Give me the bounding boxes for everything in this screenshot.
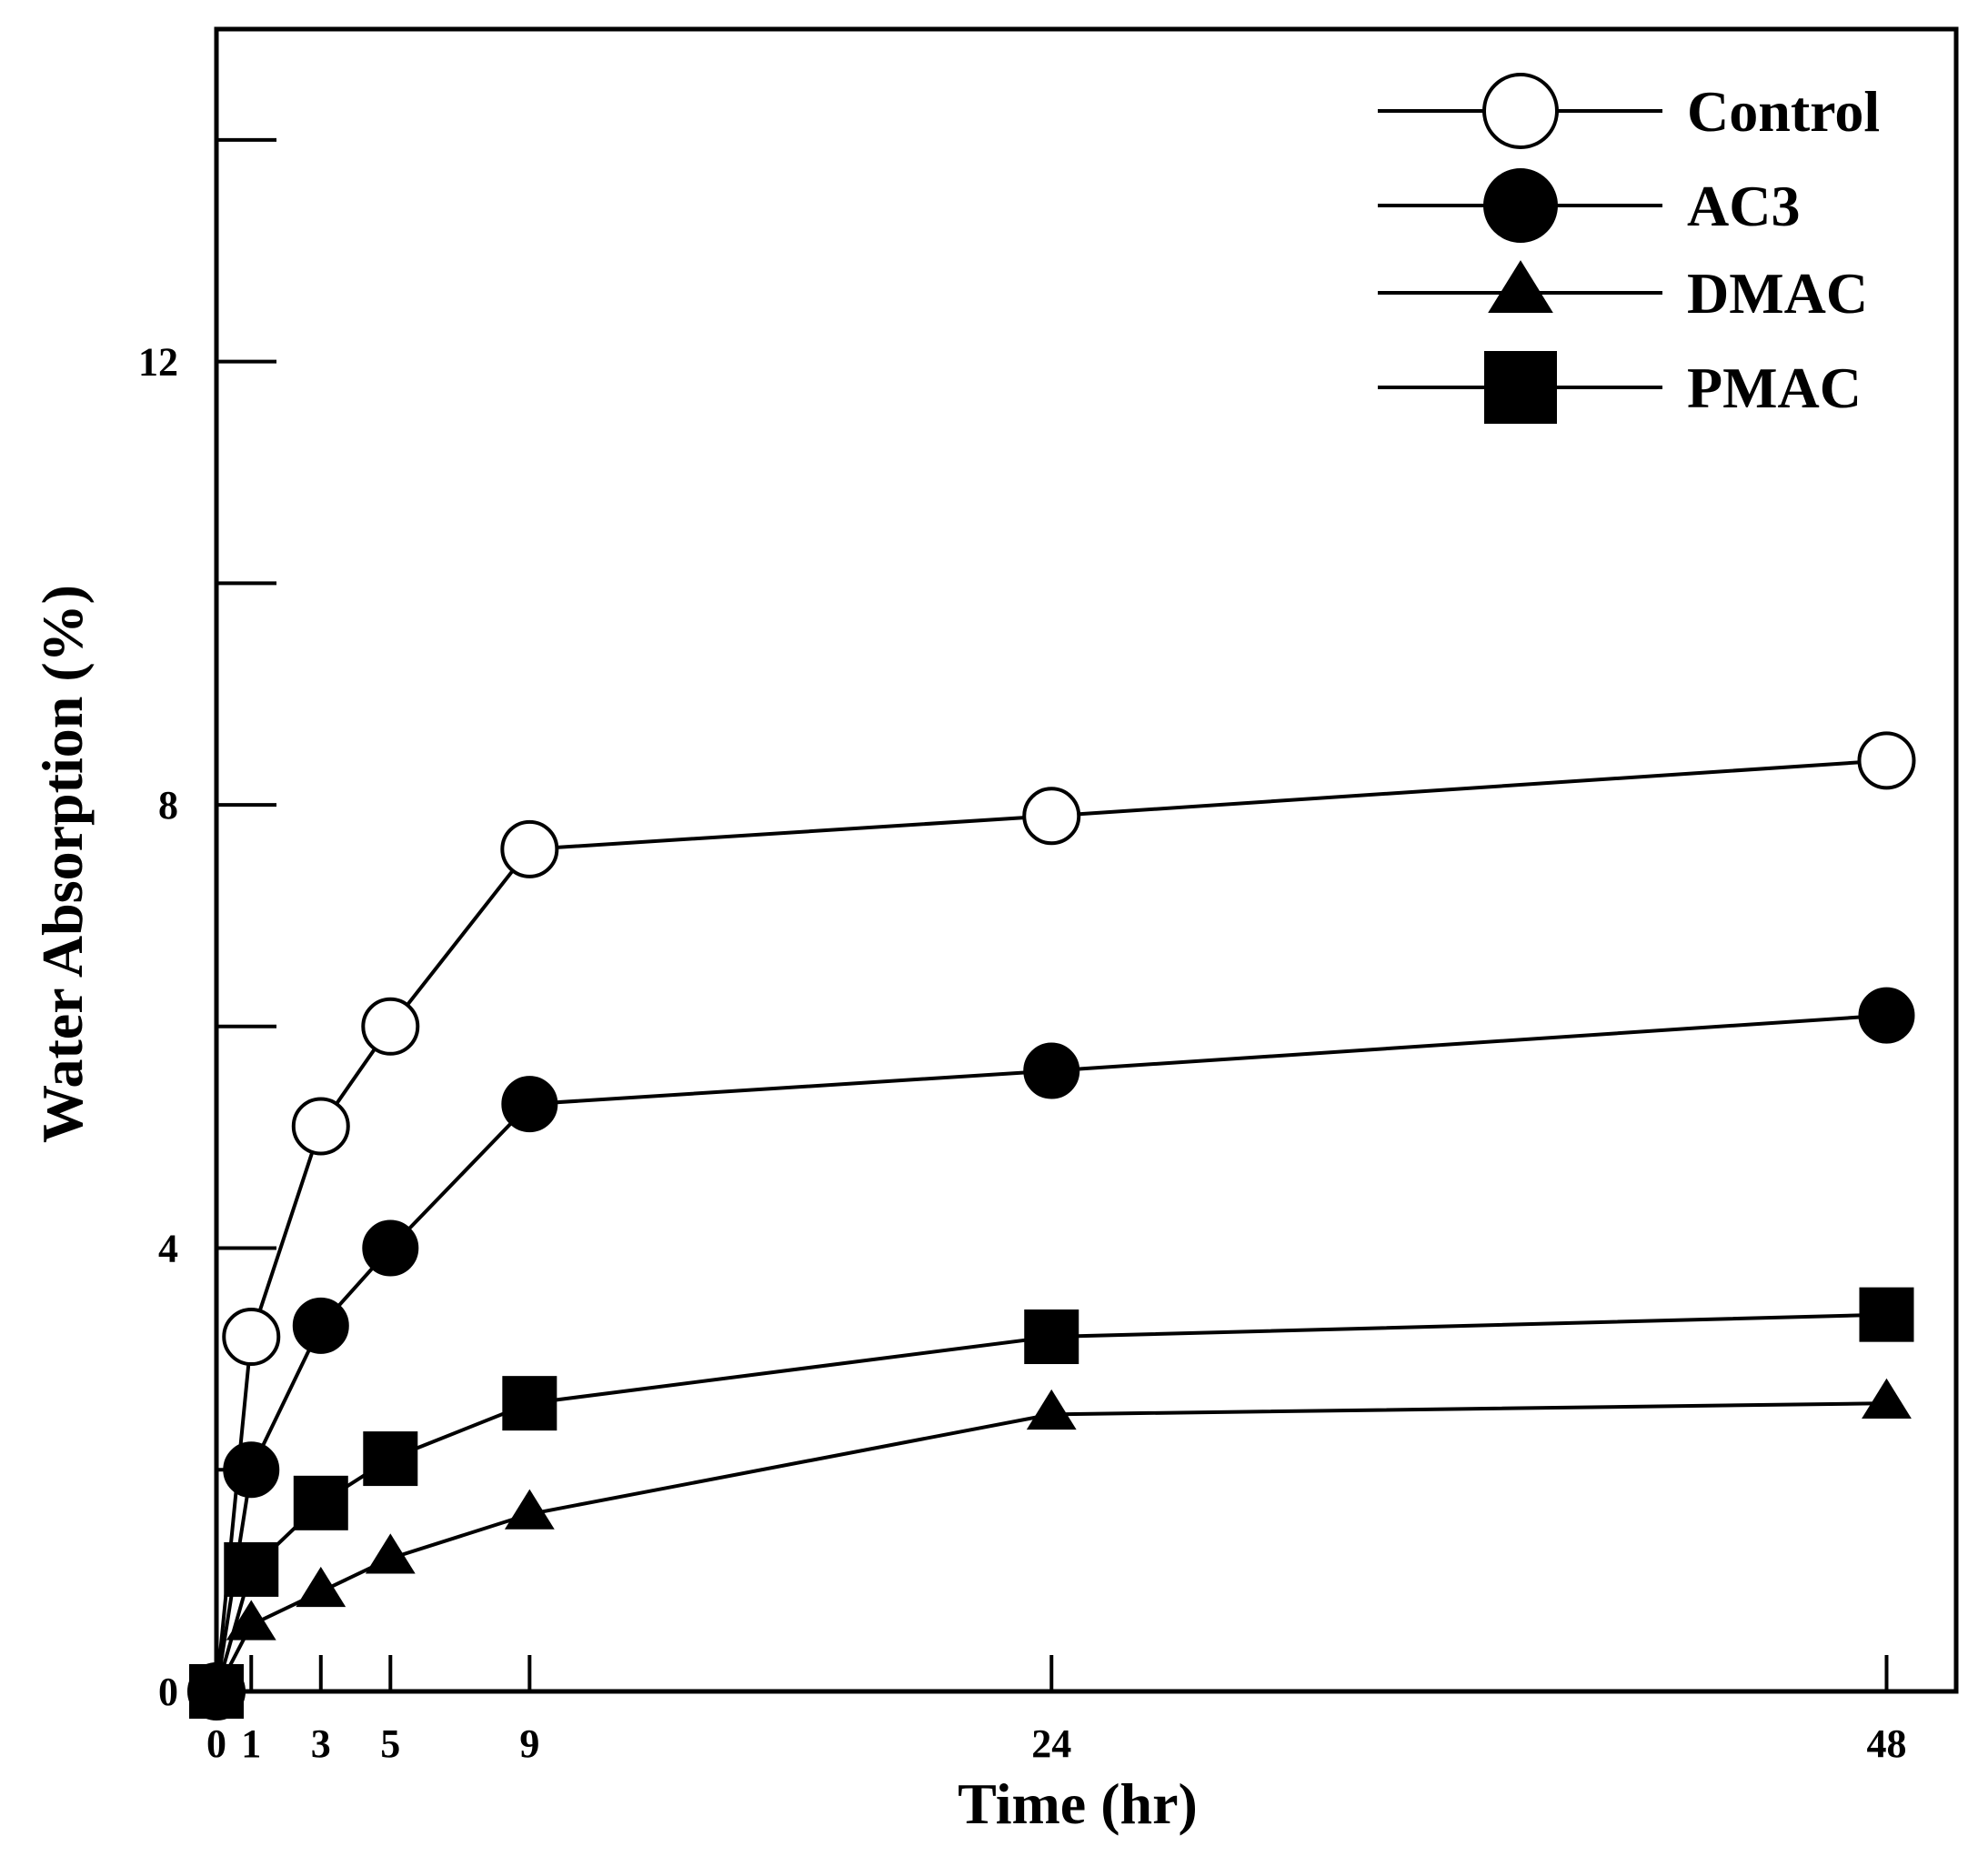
data-point-pmac-3 bbox=[293, 1475, 348, 1530]
x-tick-label-48: 48 bbox=[1866, 1721, 1906, 1766]
x-tick-label-5: 5 bbox=[380, 1721, 400, 1766]
data-point-dmac-9 bbox=[504, 1489, 555, 1530]
data-point-ac3-24 bbox=[1023, 1042, 1080, 1099]
data-point-ac3-48 bbox=[1858, 987, 1915, 1044]
data-point-control-48 bbox=[1857, 731, 1916, 790]
legend-marker-dmac bbox=[1488, 260, 1553, 313]
data-point-ac3-3 bbox=[292, 1297, 349, 1354]
series-line-dmac bbox=[215, 1401, 1887, 1692]
legend-marker-control bbox=[1482, 73, 1559, 149]
series-line-control bbox=[215, 758, 1887, 1692]
legend-marker-ac3 bbox=[1483, 168, 1558, 243]
legend-marker-pmac bbox=[1484, 351, 1557, 424]
legend-label-pmac: PMAC bbox=[1687, 356, 1862, 420]
legend-label-dmac: DMAC bbox=[1687, 261, 1868, 326]
data-point-pmac-1 bbox=[224, 1541, 279, 1597]
y-tick-label-12: 12 bbox=[138, 340, 178, 385]
series-markers bbox=[187, 731, 1916, 1721]
data-point-control-9 bbox=[500, 819, 559, 878]
x-tick-label-24: 24 bbox=[1031, 1721, 1071, 1766]
legend: Control AC3 DMAC PMAC bbox=[1378, 73, 1880, 424]
data-point-dmac-1 bbox=[226, 1600, 276, 1640]
x-tick-label-1: 1 bbox=[241, 1721, 261, 1766]
legend-label-ac3: AC3 bbox=[1687, 174, 1800, 238]
data-point-pmac-5 bbox=[363, 1431, 418, 1487]
data-point-dmac-48 bbox=[1862, 1378, 1912, 1419]
data-point-control-24 bbox=[1022, 787, 1081, 846]
data-point-control-5 bbox=[361, 997, 420, 1056]
series-line-pmac bbox=[215, 1312, 1887, 1692]
x-axis-title: Time (hr) bbox=[958, 1771, 1198, 1836]
legend-label-control: Control bbox=[1687, 79, 1880, 144]
y-tick-label-0: 0 bbox=[158, 1670, 178, 1714]
series-lines bbox=[215, 758, 1887, 1692]
data-point-control-3 bbox=[291, 1097, 350, 1156]
data-point-pmac-9 bbox=[502, 1376, 557, 1431]
plot-frame bbox=[214, 26, 1959, 1694]
data-point-dmac-24 bbox=[1026, 1389, 1077, 1430]
data-point-dmac-3 bbox=[296, 1566, 346, 1608]
y-axis-title: Water Absorption (%) bbox=[30, 585, 95, 1143]
x-tick-label-9: 9 bbox=[519, 1721, 539, 1766]
data-point-pmac-48 bbox=[1859, 1287, 1914, 1342]
data-point-control-1 bbox=[222, 1308, 281, 1367]
x-tick-label-3: 3 bbox=[311, 1721, 331, 1766]
x-axis-ticks: 0 1 3 5 9 24 48 bbox=[206, 1655, 1906, 1766]
data-point-ac3-5 bbox=[362, 1219, 419, 1277]
y-tick-label-8: 8 bbox=[158, 783, 178, 828]
data-point-ac3-1 bbox=[223, 1441, 280, 1499]
data-point-pmac-0 bbox=[189, 1664, 244, 1719]
x-tick-label-0: 0 bbox=[206, 1721, 226, 1766]
data-point-ac3-9 bbox=[501, 1076, 558, 1133]
y-tick-label-4: 4 bbox=[158, 1227, 178, 1271]
data-point-pmac-24 bbox=[1024, 1309, 1079, 1365]
data-point-dmac-5 bbox=[365, 1533, 416, 1574]
